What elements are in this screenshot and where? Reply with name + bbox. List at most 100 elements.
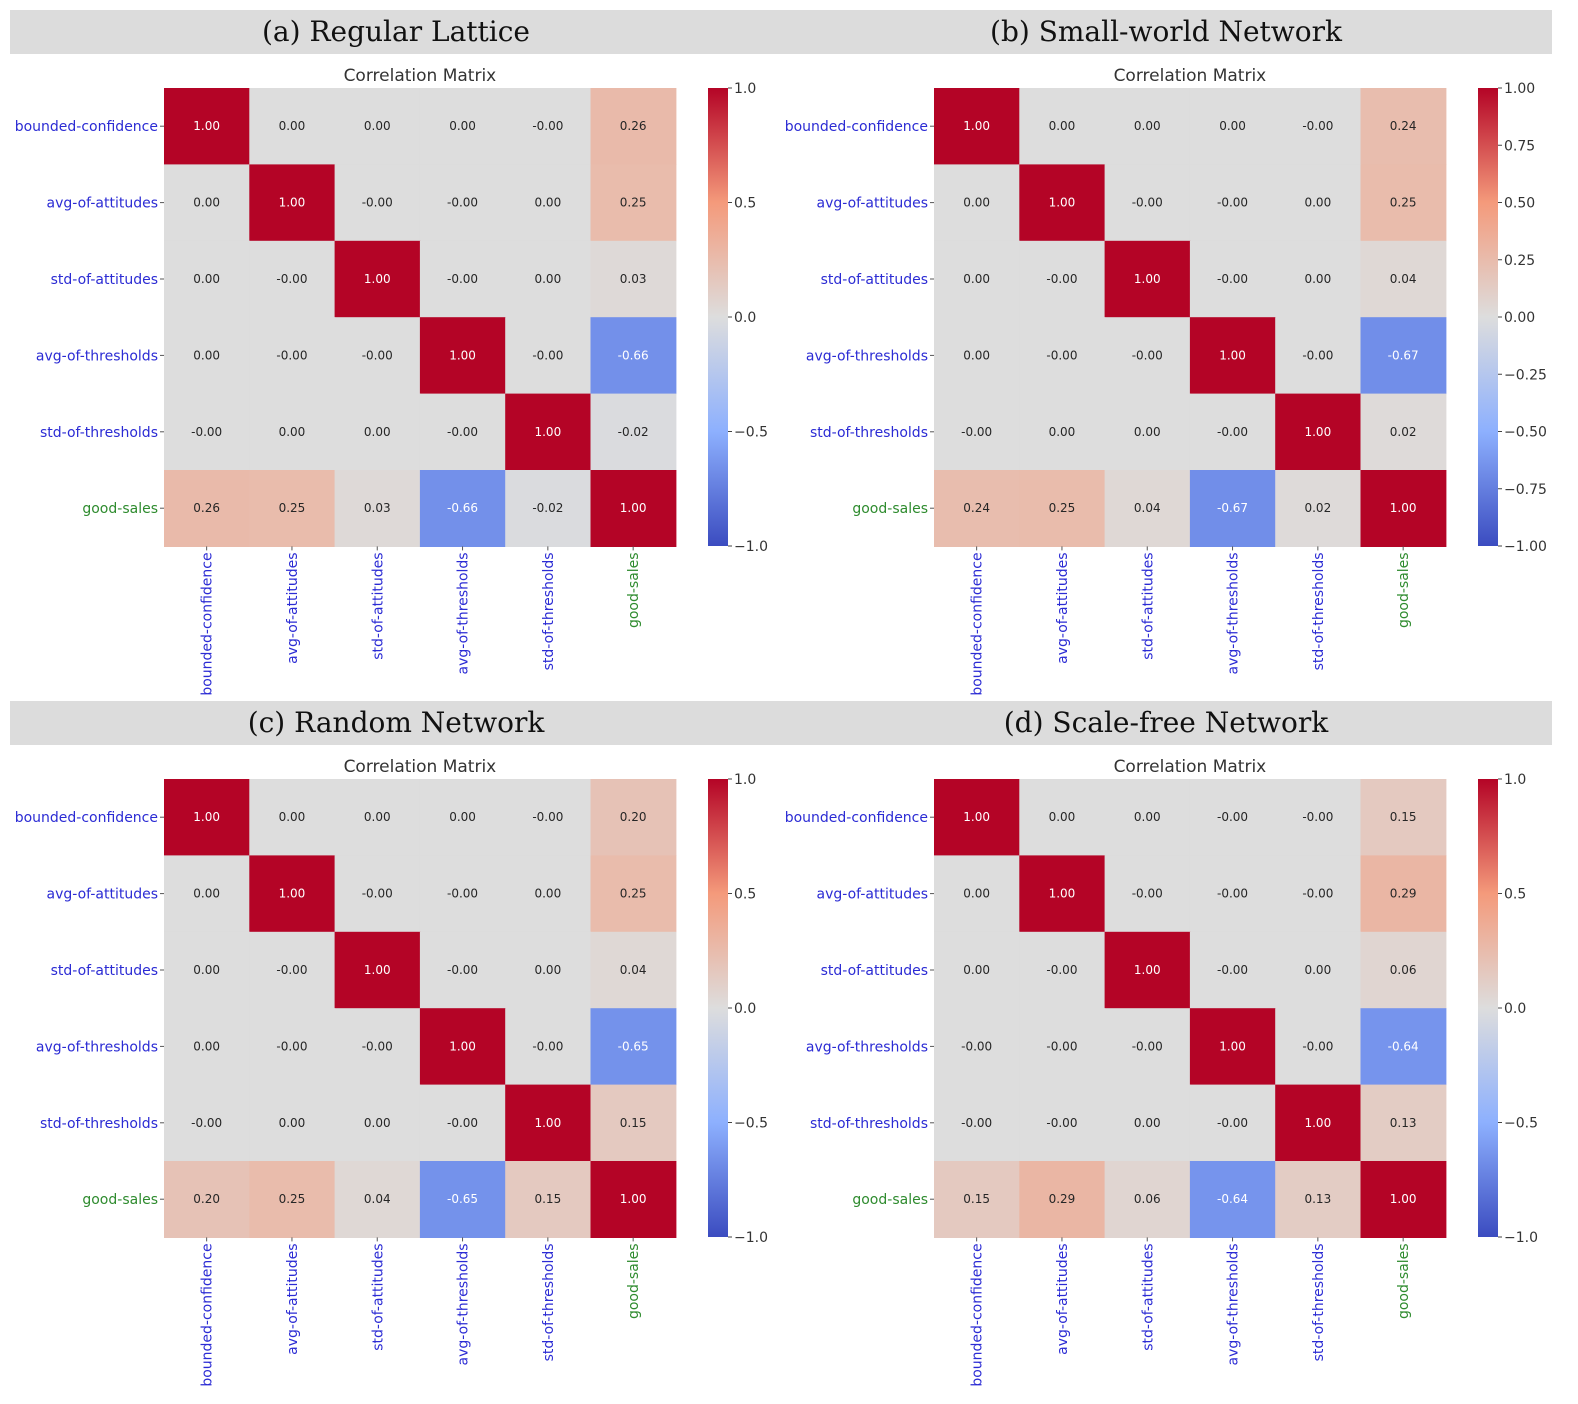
heatmap-cell	[505, 1008, 592, 1086]
heatmap-cell	[1104, 931, 1191, 1009]
chart-title: Correlation Matrix	[344, 757, 497, 777]
heatmap-cell	[934, 164, 1020, 242]
cell-value-label: 0.00	[193, 963, 220, 977]
heatmap-cell	[934, 931, 1020, 1009]
heatmap-cell	[505, 164, 592, 242]
heatmap-cell	[1275, 164, 1362, 242]
cell-value-label: 0.00	[534, 272, 561, 286]
heatmap-cell	[1360, 1161, 1447, 1238]
heatmap-cell	[1360, 393, 1447, 471]
x-tick-label: bounded-confidence	[970, 1243, 986, 1386]
cell-value-label: -0.02	[618, 425, 649, 439]
panel-title: (c) Random Network	[247, 706, 545, 739]
y-tick-label: avg-of-attitudes	[47, 196, 158, 212]
heatmap-cell	[505, 779, 592, 856]
y-tick-label: std-of-attitudes	[51, 272, 158, 288]
cell-value-label: 0.00	[1049, 810, 1076, 824]
y-tick-label: std-of-attitudes	[51, 963, 158, 979]
cell-value-label: -0.00	[276, 348, 307, 362]
heatmap-cell	[419, 1161, 506, 1238]
heatmap-cell	[1360, 470, 1447, 547]
heatmap-cell	[590, 470, 677, 547]
y-tick-label: std-of-thresholds	[810, 425, 928, 441]
cell-value-label: -0.00	[1302, 810, 1333, 824]
colorbar-tick-label: 0.50	[1504, 196, 1535, 212]
heatmap-cell	[1275, 393, 1362, 471]
cell-value-label: -0.00	[1302, 887, 1333, 901]
cell-value-label: 0.02	[1390, 425, 1417, 439]
heatmap-cell	[1275, 317, 1362, 395]
panel-c: (c) Random Network Correlation Matrix 1.0…	[10, 701, 782, 1393]
cell-value-label: 1.00	[449, 1039, 476, 1053]
cell-value-label: 1.00	[620, 1192, 647, 1206]
heatmap-cell	[334, 1161, 421, 1238]
cell-value-label: 0.00	[963, 348, 990, 362]
y-tick-label: avg-of-attitudes	[817, 196, 928, 212]
cell-value-label: -0.00	[1217, 196, 1248, 210]
heatmap-cell	[334, 779, 421, 856]
cell-value-label: 0.00	[449, 119, 476, 133]
cell-value-label: -0.00	[532, 348, 563, 362]
x-tick-label: avg-of-attitudes	[1055, 552, 1071, 663]
heatmap-cell	[1189, 1161, 1276, 1238]
cell-value-label: -0.67	[1217, 501, 1248, 515]
colorbar-tick-label: 1.0	[1504, 772, 1526, 788]
cell-value-label: -0.65	[447, 1192, 478, 1206]
heatmap-cell	[590, 88, 677, 165]
chart-title: Correlation Matrix	[344, 66, 497, 86]
x-tick-label: std-of-attitudes	[1140, 552, 1156, 659]
colorbar-tick-label: 1.0	[734, 772, 756, 788]
colorbar-tick-label: −0.50	[1504, 425, 1547, 441]
x-tick-label: std-of-thresholds	[1311, 1243, 1327, 1361]
cell-value-label: -0.00	[362, 1039, 393, 1053]
colorbar-tick-label: 0.0	[734, 1001, 756, 1017]
cell-value-label: -0.00	[362, 887, 393, 901]
heatmap-cell	[505, 317, 592, 395]
cell-value-label: 0.00	[963, 272, 990, 286]
colorbar-tick-label: 1.00	[1504, 81, 1535, 97]
x-tick-label: bounded-confidence	[200, 1243, 216, 1386]
cell-value-label: 1.00	[534, 425, 561, 439]
colorbar-tick-label: 0.0	[734, 310, 756, 326]
heatmap-cell	[164, 855, 250, 933]
cell-value-label: 1.00	[1219, 348, 1246, 362]
y-tick-label: std-of-attitudes	[821, 272, 928, 288]
cell-value-label: 0.00	[1134, 1116, 1161, 1130]
y-tick-label: bounded-confidence	[785, 119, 928, 135]
cell-value-label: -0.00	[191, 425, 222, 439]
cell-value-label: 0.03	[364, 501, 391, 515]
cell-value-label: 0.25	[620, 196, 647, 210]
cell-value-label: 0.00	[364, 425, 391, 439]
heatmap-cell	[249, 931, 336, 1009]
heatmap-cell	[249, 317, 336, 395]
heatmap-cell	[1189, 931, 1276, 1009]
x-tick-label: std-of-attitudes	[370, 552, 386, 659]
cell-value-label: -0.00	[447, 425, 478, 439]
heatmap-cell	[1275, 88, 1362, 165]
heatmap-cell	[1360, 1008, 1447, 1086]
heatmap-cell	[934, 1008, 1020, 1086]
chart-title: Correlation Matrix	[1114, 757, 1267, 777]
cell-value-label: -0.00	[961, 1039, 992, 1053]
heatmap-cell	[249, 88, 336, 165]
heatmap-cell	[164, 164, 250, 242]
colorbar-tick-label: −1.00	[1504, 539, 1547, 555]
heatmap-cell	[1360, 779, 1447, 856]
cell-value-label: 0.00	[193, 887, 220, 901]
heatmap-cell	[249, 1084, 336, 1162]
cell-value-label: 0.00	[534, 196, 561, 210]
heatmap-cell	[934, 1161, 1020, 1238]
y-tick-label: std-of-attitudes	[821, 963, 928, 979]
heatmap-cell	[334, 317, 421, 395]
panel-header	[780, 701, 1552, 745]
cell-value-label: -0.00	[1132, 348, 1163, 362]
heatmap-cell	[334, 88, 421, 165]
panel-header	[10, 701, 782, 745]
heatmap-cell	[590, 855, 677, 933]
colorbar-tick-label: 0.00	[1504, 310, 1535, 326]
heatmap-cell	[1360, 855, 1447, 933]
cell-value-label: 0.15	[620, 1116, 647, 1130]
heatmap-cell	[1019, 240, 1106, 318]
cell-value-label: 0.15	[963, 1192, 990, 1206]
heatmap-cell	[1019, 1084, 1106, 1162]
